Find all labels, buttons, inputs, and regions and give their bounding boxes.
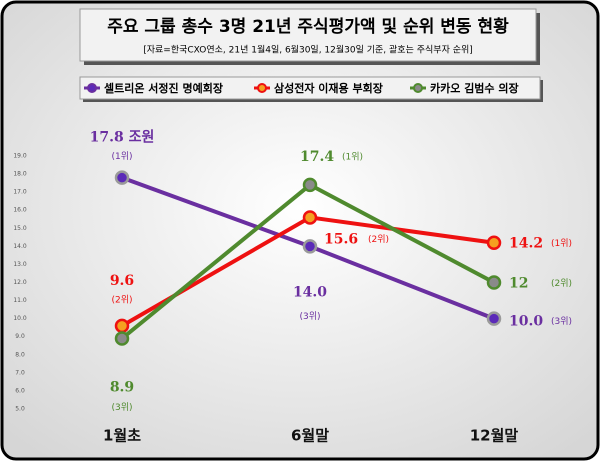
point-marker (302, 210, 318, 225)
legend-box (79, 76, 541, 100)
y-tick-label: 12.0 (13, 279, 27, 286)
legend-marker (257, 83, 267, 93)
value-label: 10.0 (509, 314, 543, 330)
point-marker (114, 170, 130, 185)
rank-label: (1위) (342, 151, 363, 162)
x-tick-label: 12월말 (470, 427, 519, 445)
point-marker (302, 177, 318, 193)
y-tick-label: 6.0 (15, 387, 25, 394)
point-marker (114, 331, 130, 346)
y-tick-label: 10.0 (13, 315, 27, 322)
chart-title: 주요 그룹 총수 3명 21년 주식평가액 및 순위 변동 현황 (107, 17, 509, 37)
value-label: 14.0 (293, 284, 327, 300)
value-label: 15.6 (324, 231, 358, 247)
value-label: 9.6 (110, 273, 134, 289)
value-label: 17.4 (300, 149, 334, 165)
title-box (79, 8, 537, 62)
rank-label: (2위) (368, 234, 389, 245)
y-tick-label: 9.0 (15, 333, 25, 340)
y-tick-label: 13.0 (13, 261, 27, 268)
rank-label: (3위) (299, 311, 320, 322)
point-marker (302, 239, 318, 254)
value-label: 14.2 (509, 236, 543, 252)
y-tick-label: 15.0 (13, 225, 27, 232)
legend-marker (413, 83, 423, 93)
point-marker (486, 235, 502, 250)
rank-label: (3위) (111, 402, 132, 413)
point-marker (486, 311, 502, 326)
y-tick-label: 5.0 (15, 406, 25, 413)
chart-subtitle: [자료=한국CXO연소, 21년 1월4일, 6월30일, 12월30일 기준,… (143, 44, 473, 56)
x-tick-label: 6월말 (291, 427, 329, 445)
y-tick-label: 19.0 (13, 153, 27, 160)
value-label: 17.8 조원 (90, 130, 155, 146)
rank-label: (2위) (551, 278, 572, 289)
rank-label: (1위) (551, 238, 572, 249)
y-tick-label: 17.0 (13, 189, 27, 196)
rank-label: (1위) (111, 151, 132, 162)
y-tick-label: 16.0 (13, 207, 27, 214)
y-tick-label: 8.0 (15, 351, 25, 358)
legend-label: 셀트리온 서정진 명예회장 (104, 81, 223, 95)
value-label: 12 (509, 276, 528, 292)
legend-label: 삼성전자 이재용 부회장 (274, 81, 383, 95)
legend-marker (87, 83, 97, 93)
legend-label: 카카오 김범수 의장 (430, 81, 519, 95)
y-tick-label: 11.0 (13, 297, 27, 304)
y-tick-label: 14.0 (13, 243, 27, 250)
point-marker (114, 318, 130, 334)
y-tick-label: 18.0 (13, 171, 27, 178)
rank-label: (2위) (111, 294, 132, 305)
x-tick-label: 1월초 (103, 427, 141, 445)
y-tick-label: 7.0 (15, 369, 25, 376)
value-label: 8.9 (110, 380, 134, 396)
rank-label: (3위) (551, 316, 572, 327)
point-marker (486, 275, 502, 290)
